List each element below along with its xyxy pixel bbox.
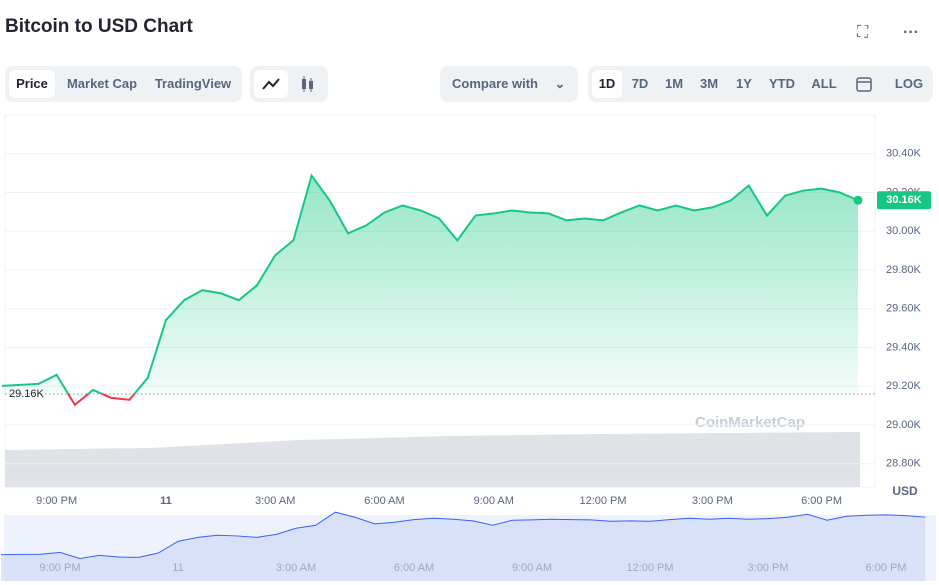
candle-style[interactable] bbox=[290, 70, 324, 98]
line-style[interactable] bbox=[254, 70, 288, 98]
range-tab[interactable]: 1D bbox=[592, 70, 622, 98]
log-toggle[interactable]: LOG bbox=[894, 76, 924, 91]
y-tick-label: 30.00K bbox=[886, 225, 922, 237]
range-tab[interactable]: YTD bbox=[769, 76, 795, 91]
current-price-box bbox=[877, 191, 931, 210]
title: Bitcoin to USD Chart bbox=[5, 16, 193, 37]
view-tabs: Price Market Cap TradingView bbox=[5, 66, 242, 102]
price-area bbox=[2, 175, 858, 405]
x-tick-label: 3:00 PM bbox=[692, 495, 733, 507]
current-price-label: 30.16K bbox=[886, 194, 922, 206]
range-tabs: 1D 7D 1M 3M 1Y YTD ALL LOG bbox=[588, 66, 933, 102]
x-tick-label: 6:00 AM bbox=[364, 495, 404, 507]
y-tick-label: 30.40K bbox=[886, 148, 922, 160]
chevron: ⌄ bbox=[554, 76, 566, 91]
view-tab[interactable]: Market Cap bbox=[66, 76, 138, 91]
compare[interactable]: Compare with ⌄ bbox=[440, 66, 578, 102]
price-line bbox=[1, 173, 859, 407]
calendar[interactable] bbox=[850, 70, 878, 98]
fullscreen-icon[interactable]: ⛶ bbox=[857, 24, 869, 41]
current-point bbox=[853, 195, 863, 205]
y-tick-label: 29.40K bbox=[886, 341, 922, 353]
x-tick-label: 6:00 PM bbox=[801, 495, 842, 507]
navigator-line bbox=[0, 511, 926, 559]
range-tab[interactable]: 1Y bbox=[736, 76, 752, 91]
x-tick-label: 3:00 AM bbox=[255, 495, 295, 507]
y-tick-label: 29.20K bbox=[886, 380, 922, 392]
watermark: CoinMarketCap bbox=[695, 414, 805, 431]
y-tick-label: 28.80K bbox=[886, 458, 922, 470]
more-icon[interactable]: ··· bbox=[903, 24, 919, 41]
y-tick-label: 29.80K bbox=[886, 264, 922, 276]
candle-icon bbox=[302, 76, 313, 92]
range-tab[interactable]: 1M bbox=[664, 76, 684, 91]
y-tick-label: 29.00K bbox=[886, 419, 922, 431]
line-icon bbox=[262, 78, 280, 90]
view-tab[interactable]: Price bbox=[9, 70, 55, 98]
x-tick-label: 12:00 PM bbox=[579, 495, 626, 507]
range-tab[interactable]: 3M bbox=[699, 76, 719, 91]
view-tab[interactable]: TradingView bbox=[154, 76, 232, 91]
x-tick-label: 11 bbox=[160, 495, 172, 507]
range-tab[interactable]: 7D bbox=[631, 76, 649, 91]
y-tick-label: 29.60K bbox=[886, 303, 922, 315]
navigator-area bbox=[1, 512, 926, 581]
x-tick-label: 9:00 AM bbox=[474, 495, 514, 507]
chart-style bbox=[250, 66, 328, 102]
x-tick-label: 9:00 PM bbox=[36, 495, 77, 507]
compare-label: Compare with bbox=[452, 76, 538, 91]
volume-backdrop bbox=[5, 432, 860, 487]
range-tab[interactable]: ALL bbox=[811, 76, 837, 91]
calendar-icon bbox=[856, 77, 872, 92]
currency-label: USD bbox=[892, 484, 918, 498]
